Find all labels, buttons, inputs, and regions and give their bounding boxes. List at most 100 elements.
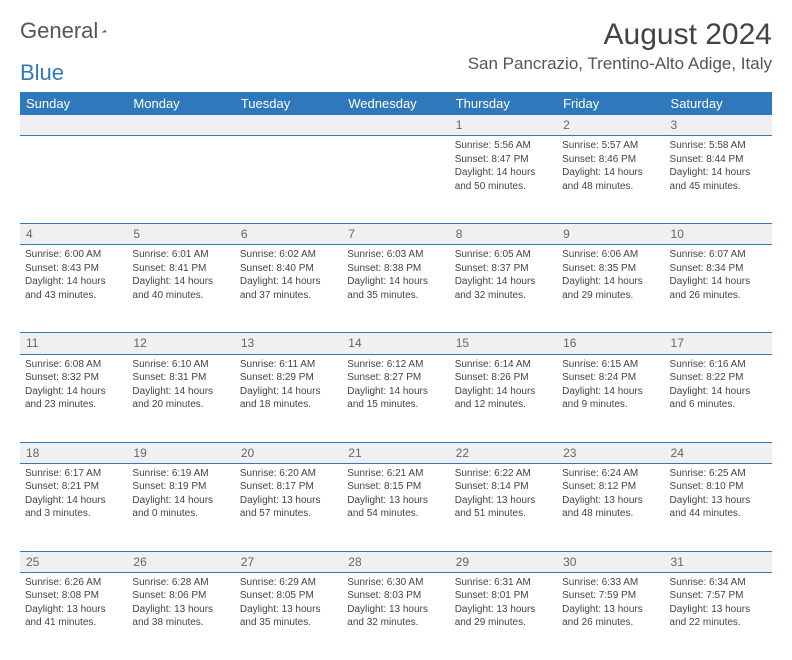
daylight-text: Daylight: 14 hours: [670, 166, 767, 180]
brand-logo: General: [20, 18, 130, 44]
calendar-header: SundayMondayTuesdayWednesdayThursdayFrid…: [20, 92, 772, 115]
week-data-row: Sunrise: 5:56 AMSunset: 8:47 PM Daylight:…: [20, 136, 772, 224]
day-data-cell: Sunrise: 6:34 AMSunset: 7:57 PMDaylight:…: [665, 572, 772, 660]
daylight-text: and 51 minutes.: [455, 507, 552, 521]
sunset-text: Sunset: 8:14 PM: [455, 480, 552, 494]
day-number-cell: [342, 115, 449, 136]
sunrise-text: Sunrise: 6:08 AM: [25, 358, 122, 372]
calendar-table: SundayMondayTuesdayWednesdayThursdayFrid…: [20, 92, 772, 660]
sunset-text: Sunset: 8:32 PM: [25, 371, 122, 385]
sunset-text: Sunset: 8:31 PM: [132, 371, 229, 385]
week-daynum-row: 18192021222324: [20, 442, 772, 463]
daylight-text: and 29 minutes.: [562, 289, 659, 303]
logo-flag-icon: [102, 22, 107, 40]
daylight-text: Daylight: 14 hours: [25, 494, 122, 508]
sunrise-text: Sunrise: 6:05 AM: [455, 248, 552, 262]
daylight-text: Daylight: 13 hours: [132, 603, 229, 617]
daylight-text: Daylight: 13 hours: [347, 603, 444, 617]
day-data-cell: Sunrise: 6:24 AMSunset: 8:12 PMDaylight:…: [557, 463, 664, 551]
daylight-text: Daylight: 14 hours: [240, 275, 337, 289]
week-data-row: Sunrise: 6:26 AMSunset: 8:08 PMDaylight:…: [20, 572, 772, 660]
day-data-cell: Sunrise: 6:30 AMSunset: 8:03 PMDaylight:…: [342, 572, 449, 660]
day-data-cell: Sunrise: 6:33 AMSunset: 7:59 PMDaylight:…: [557, 572, 664, 660]
day-number-cell: 14: [342, 333, 449, 354]
day-data-cell: Sunrise: 6:14 AMSunset: 8:26 PMDaylight:…: [450, 354, 557, 442]
sunrise-text: Sunrise: 6:00 AM: [25, 248, 122, 262]
brand-part2: Blue: [20, 60, 64, 86]
day-number-cell: 19: [127, 442, 234, 463]
day-data-cell: Sunrise: 6:02 AMSunset: 8:40 PMDaylight:…: [235, 245, 342, 333]
day-data-cell: Sunrise: 6:01 AMSunset: 8:41 PMDaylight:…: [127, 245, 234, 333]
day-number-cell: 12: [127, 333, 234, 354]
day-data-cell: [342, 136, 449, 224]
day-data-cell: Sunrise: 6:29 AMSunset: 8:05 PMDaylight:…: [235, 572, 342, 660]
daylight-text: and 37 minutes.: [240, 289, 337, 303]
week-daynum-row: 25262728293031: [20, 551, 772, 572]
sunrise-text: Sunrise: 5:56 AM: [455, 139, 552, 153]
sunrise-text: Sunrise: 6:03 AM: [347, 248, 444, 262]
day-number-cell: 9: [557, 224, 664, 245]
daylight-text: and 44 minutes.: [670, 507, 767, 521]
sunset-text: Sunset: 8:03 PM: [347, 589, 444, 603]
sunset-text: Sunset: 8:47 PM: [455, 153, 552, 167]
day-number-cell: 29: [450, 551, 557, 572]
day-number-cell: 5: [127, 224, 234, 245]
sunrise-text: Sunrise: 5:58 AM: [670, 139, 767, 153]
location-subtitle: San Pancrazio, Trentino-Alto Adige, Ital…: [468, 54, 772, 74]
brand-part1: General: [20, 18, 98, 44]
daylight-text: and 3 minutes.: [25, 507, 122, 521]
daylight-text: and 18 minutes.: [240, 398, 337, 412]
sunrise-text: Sunrise: 6:10 AM: [132, 358, 229, 372]
sunrise-text: Sunrise: 6:29 AM: [240, 576, 337, 590]
sunrise-text: Sunrise: 6:06 AM: [562, 248, 659, 262]
day-number-cell: 16: [557, 333, 664, 354]
day-data-cell: Sunrise: 6:12 AMSunset: 8:27 PMDaylight:…: [342, 354, 449, 442]
daylight-text: and 6 minutes.: [670, 398, 767, 412]
sunrise-text: Sunrise: 6:34 AM: [670, 576, 767, 590]
daylight-text: Daylight: 14 hours: [670, 275, 767, 289]
sunrise-text: Sunrise: 6:25 AM: [670, 467, 767, 481]
daylight-text: and 40 minutes.: [132, 289, 229, 303]
day-number-cell: [235, 115, 342, 136]
daylight-text: and 48 minutes.: [562, 180, 659, 194]
sunrise-text: Sunrise: 6:14 AM: [455, 358, 552, 372]
day-number-cell: 27: [235, 551, 342, 572]
daylight-text: Daylight: 13 hours: [455, 603, 552, 617]
sunset-text: Sunset: 7:59 PM: [562, 589, 659, 603]
sunset-text: Sunset: 8:06 PM: [132, 589, 229, 603]
daylight-text: Daylight: 13 hours: [240, 494, 337, 508]
day-data-cell: Sunrise: 6:31 AMSunset: 8:01 PMDaylight:…: [450, 572, 557, 660]
sunset-text: Sunset: 8:40 PM: [240, 262, 337, 276]
day-number-cell: 30: [557, 551, 664, 572]
sunset-text: Sunset: 8:12 PM: [562, 480, 659, 494]
day-data-cell: Sunrise: 6:25 AMSunset: 8:10 PMDaylight:…: [665, 463, 772, 551]
day-number-cell: 22: [450, 442, 557, 463]
sunset-text: Sunset: 8:41 PM: [132, 262, 229, 276]
day-data-cell: Sunrise: 6:20 AMSunset: 8:17 PMDaylight:…: [235, 463, 342, 551]
day-data-cell: Sunrise: 6:15 AMSunset: 8:24 PMDaylight:…: [557, 354, 664, 442]
weekday-header: Monday: [127, 92, 234, 115]
day-number-cell: 25: [20, 551, 127, 572]
day-number-cell: 7: [342, 224, 449, 245]
daylight-text: Daylight: 14 hours: [562, 275, 659, 289]
daylight-text: and 45 minutes.: [670, 180, 767, 194]
day-number-cell: 6: [235, 224, 342, 245]
sunrise-text: Sunrise: 6:24 AM: [562, 467, 659, 481]
sunset-text: Sunset: 8:29 PM: [240, 371, 337, 385]
daylight-text: Daylight: 14 hours: [455, 275, 552, 289]
day-number-cell: 11: [20, 333, 127, 354]
sunrise-text: Sunrise: 6:30 AM: [347, 576, 444, 590]
calendar-body: 123 Sunrise: 5:56 AMSunset: 8:47 PMDayli…: [20, 115, 772, 660]
sunrise-text: Sunrise: 6:17 AM: [25, 467, 122, 481]
sunrise-text: Sunrise: 6:01 AM: [132, 248, 229, 262]
day-number-cell: 8: [450, 224, 557, 245]
sunset-text: Sunset: 8:37 PM: [455, 262, 552, 276]
title-block: August 2024 San Pancrazio, Trentino-Alto…: [468, 18, 772, 74]
sunrise-text: Sunrise: 6:33 AM: [562, 576, 659, 590]
weekday-header: Thursday: [450, 92, 557, 115]
day-number-cell: 24: [665, 442, 772, 463]
sunset-text: Sunset: 8:43 PM: [25, 262, 122, 276]
daylight-text: Daylight: 13 hours: [347, 494, 444, 508]
daylight-text: Daylight: 14 hours: [132, 385, 229, 399]
daylight-text: Daylight: 14 hours: [25, 275, 122, 289]
